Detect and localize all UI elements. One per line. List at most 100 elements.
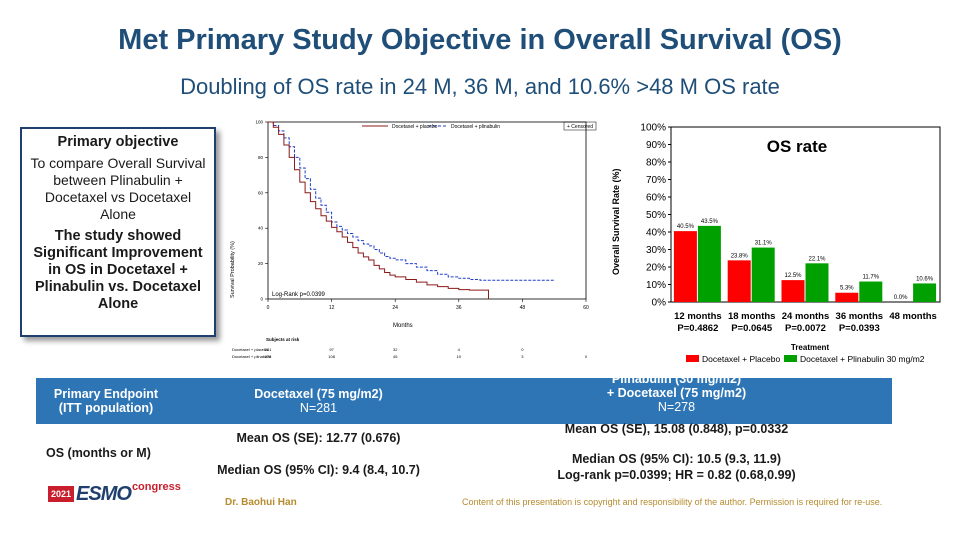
header-docetaxel: Docetaxel (75 mg/m2) N=281 [176, 378, 461, 424]
bar-plinabulin [913, 283, 937, 302]
header-col2-line2: N=281 [299, 401, 338, 415]
logo-congress: congress [131, 481, 181, 493]
km-risk-value: 0 [585, 354, 588, 359]
km-risk-value: 45 [393, 354, 398, 359]
bar-data-label: 23.8% [731, 253, 749, 259]
bar-category-label: 48 months [889, 311, 937, 322]
km-legend-placebo: Docetaxel + placebo [392, 124, 438, 130]
copyright-notice: Content of this presentation is copyrigh… [462, 497, 883, 507]
plin-logrank: Log-rank p=0.0399; HR = 0.82 (0.68,0.99) [557, 468, 796, 482]
bar-data-label: 43.5% [701, 219, 719, 225]
bar-category-label: 18 months [728, 311, 776, 322]
bar-placebo [673, 231, 697, 302]
primary-endpoint-table: Primary Endpoint (ITT population) Doceta… [36, 372, 892, 526]
bar-pvalue-label: P=0.4862 [677, 323, 718, 334]
primary-objective-box: Primary objective To compare Overall Sur… [20, 127, 216, 337]
km-legend-censored: + Censored [567, 124, 593, 130]
km-y-tick-label: 20 [258, 261, 264, 266]
bar-data-label: 10.6% [916, 276, 934, 282]
bar-plinabulin [751, 247, 775, 302]
km-curve-placebo [268, 121, 489, 299]
km-y-tick-label: 80 [258, 155, 264, 160]
bar-legend-swatch [686, 355, 699, 362]
km-risk-value: 4 [458, 347, 461, 352]
header-plinabulin: Plinabulin (30 mg/m2) + Docetaxel (75 mg… [461, 372, 892, 424]
km-risk-value: 10 [457, 354, 462, 359]
author-name: Dr. Baohui Han [225, 497, 297, 508]
km-y-axis-label: Survival Probability (%) [230, 241, 236, 298]
logo-esmo: ESMO [76, 482, 132, 505]
bar-plinabulin [697, 225, 721, 302]
table-header-row: Primary Endpoint (ITT population) Doceta… [36, 372, 892, 424]
km-curve-plinabulin [268, 121, 555, 281]
km-risk-value: 108 [328, 354, 335, 359]
bar-y-tick-label: 70% [646, 175, 666, 186]
bar-y-axis-label: Overall Survival Rate (%) [611, 168, 621, 275]
plinabulin-results: Mean OS (SE), 15.08 (0.848), p=0.0332 Me… [461, 422, 892, 526]
bar-data-label: 11.7% [863, 275, 880, 281]
header-primary-endpoint: Primary Endpoint (ITT population) [36, 378, 176, 424]
header-col3-line1: Plinabulin (30 mg/m2) [611, 372, 742, 386]
os-rate-bar-chart: OS rate Overall Survival Rate (%) Treatm… [611, 123, 941, 364]
header-col2-line1: Docetaxel (75 mg/m2) [254, 387, 383, 401]
slide-subtitle: Doubling of OS rate in 24 M, 36 M, and 1… [180, 74, 780, 99]
slide-title: Met Primary Study Objective in Overall S… [118, 24, 842, 56]
km-risk-row-label: Docetaxel + plinabulin [232, 354, 271, 359]
km-x-tick-label: 60 [583, 305, 589, 311]
bar-data-label: 40.5% [677, 224, 695, 230]
bar-y-tick-label: 20% [646, 263, 666, 274]
bar-plinabulin [859, 281, 883, 302]
km-y-tick-label: 40 [258, 226, 264, 231]
km-y-tick-label: 100 [255, 120, 263, 125]
bar-data-label: 22.1% [808, 256, 826, 262]
km-x-tick-label: 12 [329, 305, 335, 311]
km-legend-plinabulin: Docetaxel + plinabulin [451, 124, 500, 130]
bar-pvalue-label: P=0.0072 [785, 323, 826, 334]
km-risk-header: Subjects at risk [266, 337, 300, 342]
km-risk-value: 278 [265, 354, 272, 359]
bar-placebo [781, 280, 805, 302]
km-risk-value: 3 [521, 354, 524, 359]
bar-y-tick-label: 10% [646, 280, 666, 291]
plin-mean-os: Mean OS (SE), 15.08 (0.848), p=0.0332 [564, 422, 789, 436]
bar-y-tick-label: 0% [652, 298, 667, 309]
logo-year: 2021 [48, 486, 75, 502]
bar-y-tick-label: 80% [646, 158, 666, 169]
km-risk-row-label: Docetaxel + placebo [232, 347, 269, 352]
bar-legend-label: Docetaxel + Plinabulin 30 mg/m2 [800, 354, 925, 364]
header-col3-line2: + Docetaxel (75 mg/m2) [606, 386, 747, 400]
bar-data-label: 31.1% [755, 241, 773, 247]
km-x-tick-label: 24 [392, 305, 398, 311]
km-risk-value: 281 [265, 347, 272, 352]
bar-y-tick-label: 40% [646, 228, 666, 239]
km-risk-value: 0 [521, 347, 524, 352]
plin-median-os: Median OS (95% CI): 10.5 (9.3, 11.9) [571, 452, 782, 466]
bar-data-label: 0.0% [894, 295, 908, 301]
bar-pvalue-label: P=0.0393 [839, 323, 880, 334]
bar-plinabulin [805, 263, 829, 302]
header-col1-line1: Primary Endpoint [53, 387, 159, 401]
km-y-tick-label: 60 [258, 190, 264, 195]
esmo-logo: 2021 ESMO congress [48, 481, 181, 507]
bar-legend-label: Docetaxel + Placebo [702, 354, 780, 364]
km-risk-value: 32 [393, 347, 398, 352]
bar-placebo [835, 292, 859, 302]
header-col1-line2: (ITT population) [58, 401, 154, 415]
bar-y-tick-label: 50% [646, 210, 666, 221]
bar-pvalue-label: P=0.0645 [731, 323, 773, 334]
docetaxel-results: Mean OS (SE): 12.77 (0.676) Median OS (9… [176, 424, 461, 526]
bar-x-axis-label: Treatment [791, 343, 830, 352]
km-x-tick-label: 0 [267, 305, 270, 311]
table-row: OS (months or M) Mean OS (SE): 12.77 (0.… [36, 422, 892, 526]
km-y-tick-label: 0 [260, 297, 263, 302]
doc-median-os: Median OS (95% CI): 9.4 (8.4, 10.7) [217, 463, 420, 477]
bar-placebo [727, 260, 751, 302]
bar-y-tick-label: 60% [646, 193, 666, 204]
bar-legend-swatch [784, 355, 797, 362]
objective-heading: Primary objective [57, 134, 179, 150]
bar-data-label: 12.5% [784, 273, 802, 279]
bar-chart-title: OS rate [767, 137, 827, 156]
bar-y-tick-label: 100% [640, 123, 666, 134]
bar-category-label: 24 months [782, 311, 830, 322]
